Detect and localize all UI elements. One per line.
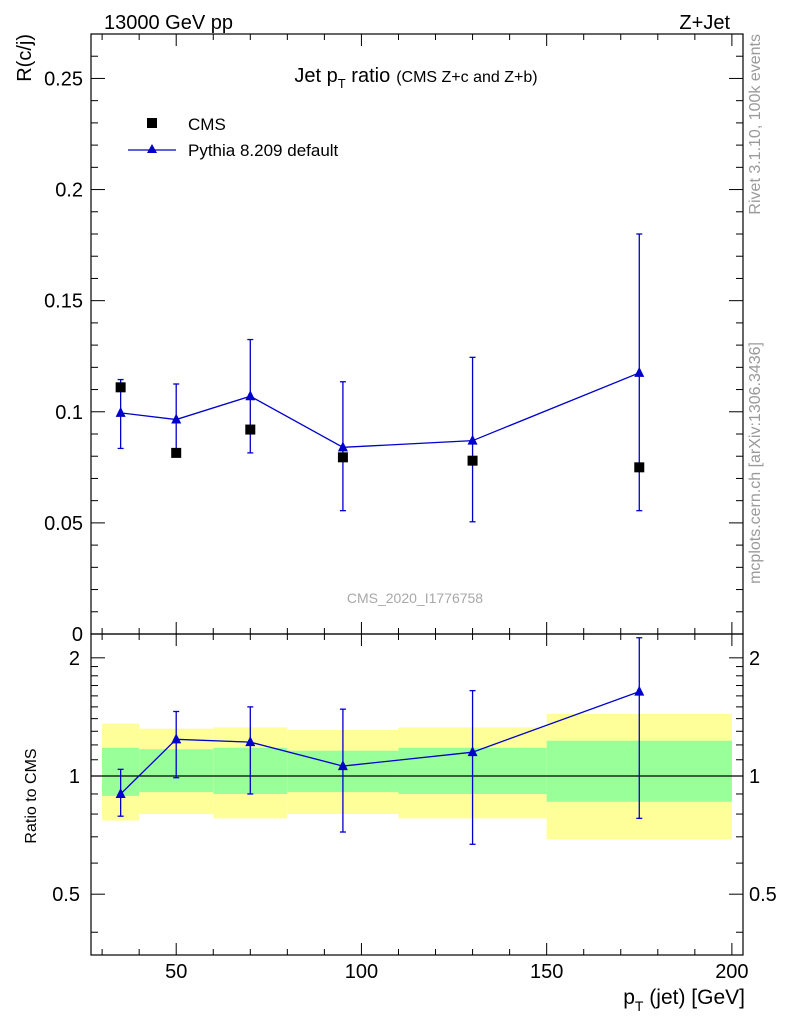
ratio-point (634, 685, 645, 696)
source-label: mcplots.cern.ch [arXiv:1306.3436] (747, 342, 764, 584)
ratio-y-tick-label-right: 0.5 (749, 884, 777, 906)
ratio-ylabel: Ratio to CMS (23, 748, 40, 843)
y-tick-label: 0.15 (44, 291, 83, 313)
ratio-y-tick-label: 1 (69, 766, 80, 788)
main-data (115, 233, 645, 523)
ratio-point (171, 733, 182, 744)
ratio-data (115, 637, 645, 845)
x-tick-label: 50 (165, 961, 187, 983)
x-tick-label: 150 (530, 961, 563, 983)
analysis-watermark: CMS_2020_I1776758 (347, 590, 483, 606)
legend: CMS Pythia 8.209 default (128, 115, 339, 160)
ratio-point (115, 787, 126, 798)
ratio-y-tick-label: 2 (69, 648, 80, 670)
header-left: 13000 GeV pp (104, 12, 233, 34)
cms-point (245, 424, 256, 435)
y-tick-label: 0.05 (44, 513, 83, 535)
pythia-point (171, 413, 182, 424)
ratio-y-tick-label: 0.5 (52, 884, 80, 906)
ratio-panel: 50 100 150 200 0.5 0.5 1 1 2 2 Ratio to CMS pT (j… (23, 622, 777, 1014)
cms-point (171, 447, 182, 458)
y-tick-label: 0.2 (55, 180, 83, 202)
pythia-point (467, 434, 478, 445)
ratio-xlabel: pT (jet) [GeV] (623, 986, 745, 1014)
ratio-point (467, 746, 478, 757)
x-tick-label: 200 (715, 961, 748, 983)
ratio-line (120, 691, 640, 795)
cms-point (337, 452, 348, 463)
pythia-point (337, 441, 348, 452)
y-tick-label: 0 (72, 624, 83, 646)
rivet-label: Rivet 3.1.10, 100k events (747, 34, 764, 215)
ratio-point (245, 736, 256, 747)
x-tick-label: 100 (345, 961, 378, 983)
legend-cms-label: CMS (188, 115, 226, 134)
ratio-y-tick-label-right: 2 (749, 648, 760, 670)
ratio-frame (90, 633, 744, 956)
main-panel: 0 0.05 0.1 0.15 0.2 0.25 Jet pT ratio (CMS Z+c… (14, 33, 744, 646)
y-tick-label: 0.1 (55, 402, 83, 424)
legend-cms-marker (147, 118, 157, 128)
legend-pythia-marker (147, 144, 157, 153)
main-ylabel: R(c/j) (14, 34, 36, 82)
ratio-bands (102, 713, 732, 840)
ratio-axes: 50 100 150 200 0.5 0.5 1 1 2 2 (52, 622, 777, 983)
main-title: Jet pT ratio (CMS Z+c and Z+b) (294, 65, 537, 91)
pythia-point (115, 406, 126, 417)
cms-point (467, 455, 478, 466)
cms-point (115, 382, 126, 393)
pythia-point (245, 390, 256, 401)
legend-pythia-label: Pythia 8.209 default (188, 141, 339, 160)
y-tick-label: 0.25 (44, 68, 83, 90)
ratio-y-tick-label-right: 1 (749, 766, 760, 788)
ratio-point (337, 760, 348, 771)
cms-point (634, 462, 645, 473)
header-right: Z+Jet (679, 12, 730, 34)
pythia-line (120, 372, 640, 448)
pythia-point (634, 366, 645, 377)
